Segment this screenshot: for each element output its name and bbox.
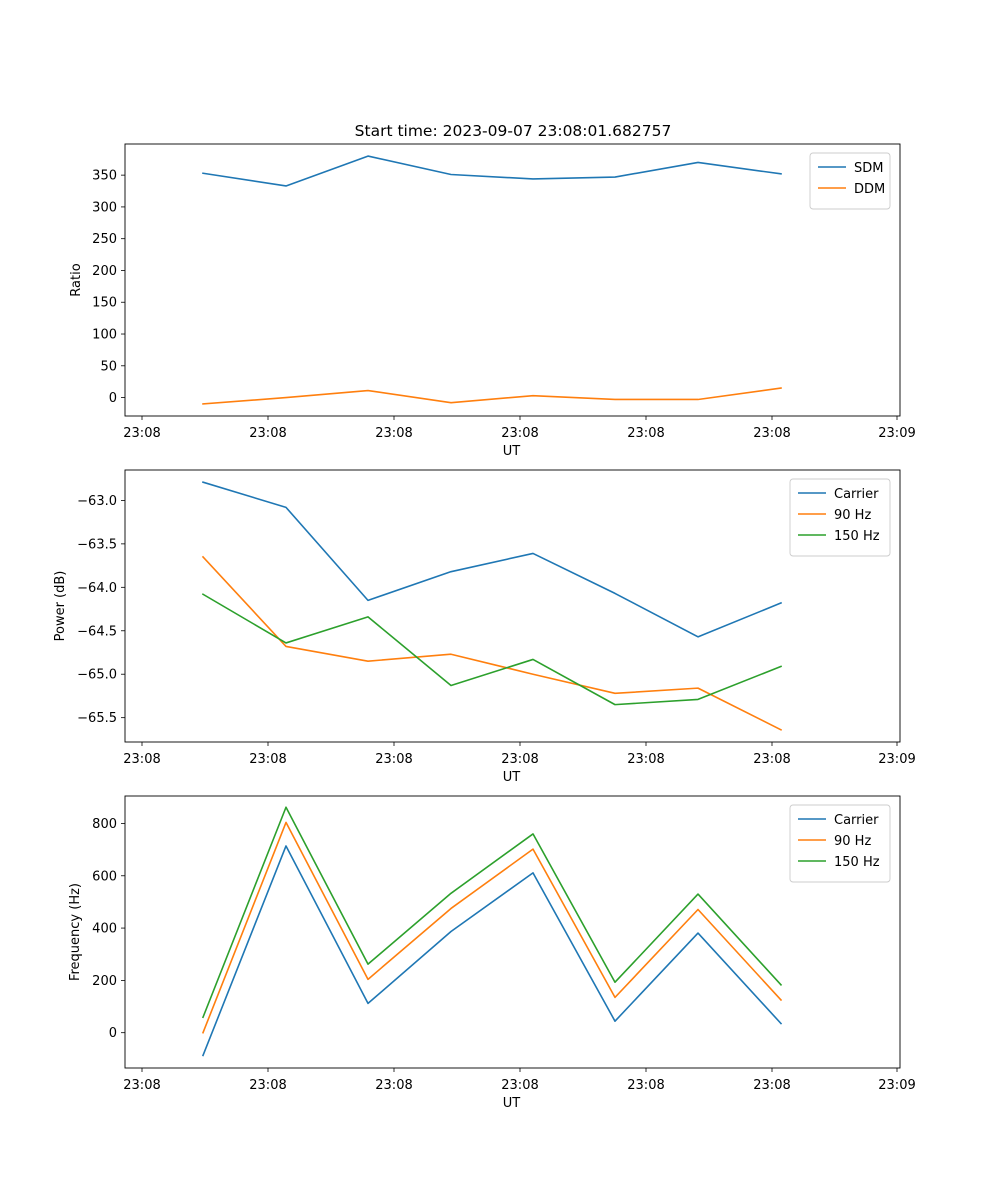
ratio-legend-label: SDM [854,161,883,176]
frequency-y-tick-label: 600 [92,869,117,884]
ratio-legend: SDM DDM [809,152,891,210]
power-x-tick-label: 23:08 [753,752,790,767]
frequency-x-axis-label: UT [503,1096,521,1111]
frequency-panel: 23:08 23:08 23:08 23:08 23:08 23:08 23:09 0 200 4… [68,795,916,1111]
power-legend-box [789,478,891,557]
power-legend: Carrier 90 Hz 150 Hz [789,478,891,557]
power-series-carrier [202,481,783,638]
frequency-series-carrier [201,845,783,1057]
power-x-tick-label: 23:08 [249,752,286,767]
ratio-x-tick-label: 23:08 [753,426,790,441]
power-y-axis-label: Power (dB) [53,571,68,642]
power-x-tick-label: 23:08 [123,752,160,767]
frequency-axes-frame [124,795,901,1069]
power-x-tick-label: 23:08 [501,752,538,767]
power-y-tick-label: −64.5 [77,624,117,639]
power-series-150-hz [201,593,783,706]
frequency-x-tick-label: 23:09 [878,1078,915,1093]
ratio-y-axis-label: Ratio [69,263,84,296]
frequency-x-tick-label: 23:08 [753,1078,790,1093]
ratio-y-tick-label: 50 [100,359,117,374]
frequency-series-150-hz [201,806,783,1019]
frequency-y-tick-label: 0 [109,1026,117,1041]
ratio-y-tick-label: 250 [92,232,117,247]
figure-title: Start time: 2023-09-07 23:08:01.682757 [355,122,672,140]
ratio-series-ddm [202,387,782,405]
frequency-y-axis-label: Frequency (Hz) [68,883,83,981]
frequency-legend-label: 90 Hz [834,834,871,849]
ratio-x-tick-label: 23:09 [878,426,915,441]
power-series-90-hz [201,555,783,731]
frequency-x-tick-label: 23:08 [123,1078,160,1093]
power-y-tick-label: −64.0 [77,581,117,596]
ratio-y-tick-label: 100 [92,328,117,343]
ratio-x-tick-label: 23:08 [123,426,160,441]
ratio-x-axis-label: UT [503,444,521,459]
power-x-tick-label: 23:08 [375,752,412,767]
ratio-axes-frame [124,143,901,417]
ratio-panel: 23:08 23:08 23:08 23:08 23:08 23:08 23:09 0 50 10… [69,143,916,459]
power-y-tick-label: −65.0 [77,668,117,683]
ratio-y-tick-label: 0 [109,391,117,406]
power-legend-label: Carrier [834,487,879,502]
frequency-legend-label: Carrier [834,813,879,828]
power-y-tick-label: −65.5 [77,711,117,726]
power-legend-label: 90 Hz [834,508,871,523]
power-y-tick-label: −63.0 [77,494,117,509]
power-legend-label: 150 Hz [834,529,880,544]
frequency-x-tick-label: 23:08 [501,1078,538,1093]
ratio-y-tick-label: 200 [92,264,117,279]
ratio-x-tick-label: 23:08 [627,426,664,441]
ratio-x-tick-label: 23:08 [501,426,538,441]
power-x-tick-label: 23:08 [627,752,664,767]
frequency-legend: Carrier 90 Hz 150 Hz [789,804,891,883]
ratio-y-tick-label: 150 [92,296,117,311]
ratio-y-tick-label: 350 [92,169,117,184]
frequency-y-tick-label: 800 [92,817,117,832]
frequency-y-tick-label: 400 [92,922,117,937]
ratio-x-tick-label: 23:08 [375,426,412,441]
ratio-y-tick-label: 300 [92,200,117,215]
frequency-legend-box [789,804,891,883]
frequency-x-tick-label: 23:08 [249,1078,286,1093]
power-y-tick-label: −63.5 [77,537,117,552]
ratio-series-sdm [202,155,782,187]
power-axes-frame [124,469,901,743]
power-x-tick-label: 23:09 [878,752,915,767]
ratio-x-tick-label: 23:08 [249,426,286,441]
power-x-axis-label: UT [503,770,521,785]
frequency-x-tick-label: 23:08 [627,1078,664,1093]
frequency-series-90-hz [201,821,783,1034]
frequency-legend-label: 150 Hz [834,855,880,870]
frequency-y-tick-label: 200 [92,974,117,989]
ratio-legend-label: DDM [854,182,885,197]
power-panel: 23:08 23:08 23:08 23:08 23:08 23:08 23:09 −65.5… [53,469,916,785]
frequency-x-tick-label: 23:08 [375,1078,412,1093]
